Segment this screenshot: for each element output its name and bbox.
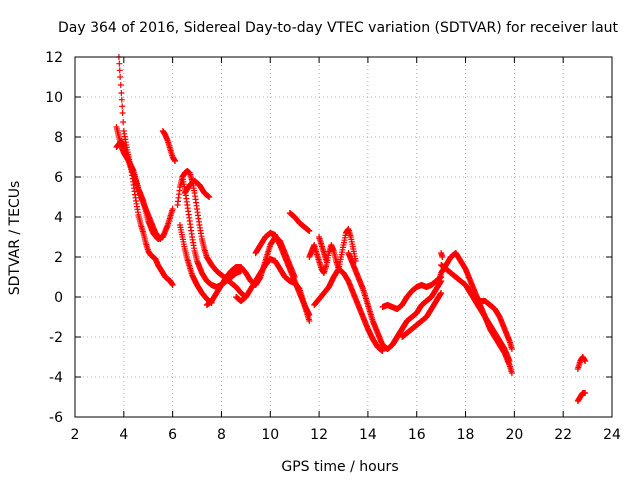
series-arc7 [176,222,215,306]
data-point [118,90,125,96]
series-arc1 [115,54,176,288]
data-point [379,348,386,354]
y-tick-label: 8 [54,130,63,146]
data-point [116,60,123,67]
x-tick-label: 20 [505,427,523,443]
series-arc11 [252,230,313,318]
data-point [118,96,125,103]
data-point [157,236,164,242]
y-axis: 12 10 8 6 4 2 0 -2 -4 -6 [45,50,612,426]
y-tick-label: 12 [45,50,63,66]
x-tick-label: 10 [261,427,279,443]
series-arc13 [306,226,359,276]
data-point [120,119,127,125]
series-arc15 [316,234,330,264]
data-point [169,282,176,288]
data-point [506,358,513,364]
data-point [116,67,123,74]
series-arc25 [574,390,589,404]
data-point [172,158,179,164]
data-point [306,312,313,318]
data-point [119,103,126,110]
data-point [582,390,589,396]
data-point [206,194,213,200]
x-tick-label: 8 [217,427,226,443]
x-tick-label: 22 [554,427,572,443]
data-point [306,228,313,234]
series-arc3 [113,138,164,242]
series-arc8 [181,178,213,200]
x-tick-label: 12 [310,427,328,443]
series-arc4 [159,128,179,164]
x-tick-label: 6 [168,427,177,443]
data-point [306,318,313,324]
series-arc21 [438,262,513,364]
data-point [169,206,176,212]
x-tick-label: 4 [119,427,128,443]
y-tick-label: -4 [49,370,63,386]
series-arc23 [438,250,446,260]
series-arc12 [286,210,313,234]
x-tick-label: 18 [457,427,475,443]
data-point [117,74,124,80]
data-point [439,254,446,260]
plot-frame [74,56,613,418]
x-axis: 2 4 6 8 10 12 14 16 18 20 22 24 [71,57,621,443]
y-axis-label: SDTVAR / TECUs [7,181,23,296]
series-arc18 [389,278,445,348]
data-point [508,346,515,352]
x-tick-label: 24 [603,427,621,443]
data-points [113,54,589,404]
y-tick-label: -6 [49,410,63,426]
series-arc19 [399,290,445,340]
series-arc6 [179,174,244,290]
y-tick-label: 4 [54,210,63,226]
y-tick-label: 2 [54,250,63,266]
y-tick-label: 6 [54,170,63,186]
series-arc14 [311,266,386,354]
data-point [323,258,330,264]
data-point [582,358,589,364]
y-tick-label: 0 [54,290,63,306]
x-tick-label: 2 [71,427,80,443]
series-arc24 [574,354,589,372]
data-point [119,110,126,116]
x-tick-label: 16 [408,427,426,443]
data-point [117,82,124,88]
x-tick-label: 14 [359,427,377,443]
x-axis-label: GPS time / hours [281,459,398,475]
data-point [508,370,515,376]
y-tick-label: -2 [49,330,63,346]
series-arc22 [472,294,515,352]
chart-title: Day 364 of 2016, Sidereal Day-to-day VTE… [58,20,619,36]
data-point [438,290,445,296]
y-tick-label: 10 [45,90,63,106]
